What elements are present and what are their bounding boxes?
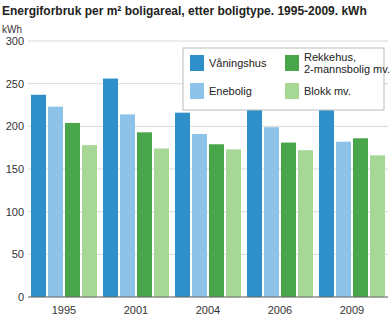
x-tick-label: 2006 bbox=[268, 304, 292, 316]
legend-swatch bbox=[190, 55, 204, 71]
bar bbox=[264, 127, 279, 297]
legend-label-line: 2-mannsbolig mv. bbox=[304, 63, 390, 75]
bar bbox=[48, 107, 63, 297]
bar bbox=[226, 149, 241, 297]
bar bbox=[298, 150, 313, 297]
bar bbox=[247, 109, 262, 297]
x-tick-label: 2004 bbox=[196, 304, 220, 316]
y-tick-label: 100 bbox=[6, 206, 24, 218]
y-tick-label: 200 bbox=[6, 120, 24, 132]
grid-line bbox=[28, 297, 388, 298]
grid-line bbox=[28, 41, 388, 42]
title: Energiforbruk per m² boligareal, etter b… bbox=[2, 4, 367, 18]
bar bbox=[154, 149, 169, 297]
y-tick-label: 150 bbox=[6, 163, 24, 175]
bar bbox=[120, 114, 135, 297]
legend-swatch bbox=[285, 55, 299, 71]
bar bbox=[31, 95, 46, 297]
legend-box bbox=[183, 48, 384, 110]
bar bbox=[65, 123, 80, 297]
bars bbox=[31, 79, 385, 297]
bar bbox=[175, 113, 190, 297]
y-axis-label: kWh bbox=[2, 24, 22, 35]
y-tick-label: 0 bbox=[18, 291, 24, 303]
bar bbox=[370, 155, 385, 297]
y-tick-label: 250 bbox=[6, 78, 24, 90]
bar bbox=[209, 144, 224, 297]
legend: Våningshus Enebolig Rekkehus,2-mannsbolig … bbox=[183, 48, 390, 110]
legend-swatch bbox=[190, 83, 204, 99]
y-tick-label: 50 bbox=[12, 248, 24, 260]
bar bbox=[281, 143, 296, 297]
y-tick-label: 300 bbox=[6, 35, 24, 47]
legend-swatch bbox=[285, 83, 299, 99]
bar bbox=[82, 145, 97, 297]
bar bbox=[336, 142, 351, 297]
x-axis bbox=[28, 297, 388, 298]
bar bbox=[319, 110, 334, 297]
x-tick-label: 2001 bbox=[124, 304, 148, 316]
bar bbox=[192, 134, 207, 297]
bar bbox=[103, 79, 118, 297]
x-tick-label: 1995 bbox=[52, 304, 76, 316]
chart: Energiforbruk per m² boligareal, etter b… bbox=[0, 0, 392, 321]
bar bbox=[137, 132, 152, 297]
legend-label-line: Rekkehus, bbox=[304, 51, 356, 63]
bar bbox=[353, 138, 368, 297]
legend-label: Våningshus bbox=[209, 57, 267, 69]
legend-label: Blokk mv. bbox=[304, 85, 351, 97]
legend-label: Enebolig bbox=[209, 85, 252, 97]
x-tick-label: 2009 bbox=[340, 304, 364, 316]
legend-label: Rekkehus,2-mannsbolig mv. bbox=[304, 51, 390, 75]
